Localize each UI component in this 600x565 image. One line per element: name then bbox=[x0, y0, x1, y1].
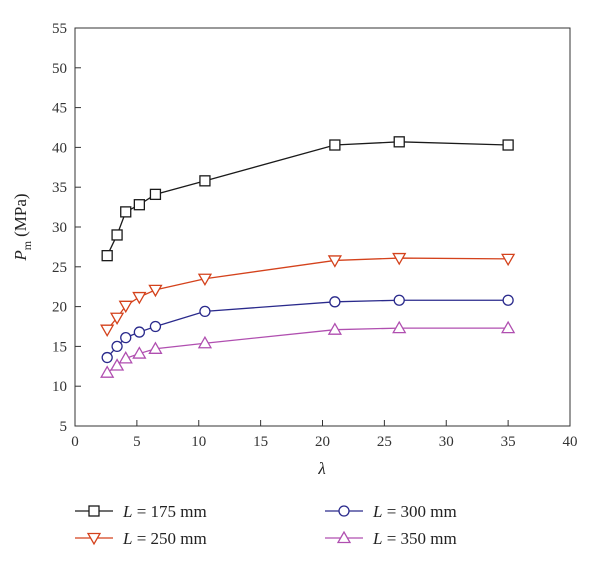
x-tick-label: 10 bbox=[191, 434, 206, 450]
data-point bbox=[148, 284, 163, 298]
data-point bbox=[133, 199, 146, 211]
data-point bbox=[132, 346, 147, 359]
data-point bbox=[501, 320, 516, 334]
data-point bbox=[501, 253, 516, 267]
series-line bbox=[106, 257, 509, 331]
legend-label: L = 300 mm bbox=[372, 502, 457, 521]
legend-entry: L = 250 mm bbox=[75, 529, 207, 548]
data-point bbox=[109, 358, 125, 371]
y-axis-label: Pm(MPa) bbox=[11, 193, 34, 261]
data-point bbox=[327, 255, 342, 268]
data-point bbox=[111, 229, 123, 241]
y-tick-label: 40 bbox=[52, 140, 67, 156]
series-layer bbox=[100, 136, 516, 378]
data-point bbox=[111, 340, 123, 353]
y-tick-label: 45 bbox=[52, 101, 67, 117]
data-point bbox=[199, 305, 211, 318]
series-4 bbox=[100, 320, 516, 378]
data-point bbox=[197, 335, 213, 349]
legend: L = 175 mm L = 250 mm L = 300 mm L = 350 mm bbox=[75, 502, 457, 548]
series-line bbox=[106, 141, 509, 256]
x-tick-label: 0 bbox=[71, 434, 79, 450]
data-point bbox=[149, 320, 162, 333]
legend-entry: L = 175 mm bbox=[75, 502, 207, 521]
series-2 bbox=[100, 252, 516, 337]
x-axis-label: λ bbox=[317, 459, 325, 478]
data-point bbox=[197, 273, 213, 287]
data-point bbox=[109, 312, 125, 326]
series-line bbox=[106, 299, 509, 358]
data-point bbox=[329, 139, 341, 151]
data-point bbox=[120, 206, 132, 218]
data-point bbox=[118, 300, 133, 314]
plot-frame bbox=[74, 27, 571, 427]
data-point bbox=[502, 139, 514, 151]
y-tick-label: 35 bbox=[52, 180, 67, 196]
data-point bbox=[100, 324, 115, 337]
data-point bbox=[149, 188, 162, 201]
y-tick-label: 5 bbox=[60, 419, 68, 435]
y-tick-label: 15 bbox=[52, 339, 67, 355]
data-point bbox=[148, 341, 163, 354]
x-tick-label: 30 bbox=[439, 434, 454, 450]
data-point bbox=[132, 291, 147, 305]
legend-label: L = 175 mm bbox=[122, 502, 207, 521]
data-point bbox=[199, 175, 211, 187]
data-point bbox=[120, 331, 132, 344]
data-point bbox=[502, 294, 514, 306]
series-line bbox=[106, 327, 509, 374]
x-tick-label: 15 bbox=[253, 434, 268, 450]
legend-label: L = 350 mm bbox=[372, 529, 457, 548]
x-tick-label: 25 bbox=[377, 434, 392, 450]
data-point bbox=[101, 351, 113, 364]
data-point bbox=[393, 136, 405, 148]
legend-marker bbox=[86, 532, 102, 546]
data-point bbox=[392, 252, 407, 266]
y-tick-label: 10 bbox=[52, 379, 67, 395]
legend-marker bbox=[336, 530, 352, 544]
data-point bbox=[329, 296, 341, 308]
legend-marker bbox=[88, 505, 100, 517]
x-tick-label: 40 bbox=[563, 434, 578, 450]
data-point bbox=[393, 294, 405, 306]
data-point bbox=[133, 326, 146, 338]
y-tick-label: 25 bbox=[52, 260, 67, 276]
legend-label: L = 250 mm bbox=[122, 529, 207, 548]
x-tick-label: 35 bbox=[501, 434, 516, 450]
data-point bbox=[327, 322, 342, 335]
series-1 bbox=[101, 136, 514, 262]
x-tick-label: 20 bbox=[315, 434, 330, 450]
y-tick-label: 30 bbox=[52, 220, 67, 236]
data-point bbox=[100, 365, 115, 378]
data-point bbox=[101, 250, 113, 262]
legend-entry: L = 350 mm bbox=[325, 529, 457, 548]
data-point bbox=[392, 320, 407, 334]
series-3 bbox=[101, 294, 514, 364]
legend-marker bbox=[338, 505, 350, 517]
y-tick-label: 20 bbox=[52, 300, 67, 316]
data-point bbox=[118, 351, 133, 364]
x-tick-label: 5 bbox=[133, 434, 141, 450]
y-tick-label: 55 bbox=[52, 21, 67, 37]
legend-entry: L = 300 mm bbox=[325, 502, 457, 521]
y-tick-label: 50 bbox=[52, 61, 67, 77]
